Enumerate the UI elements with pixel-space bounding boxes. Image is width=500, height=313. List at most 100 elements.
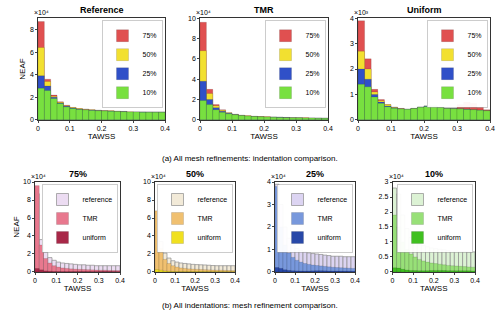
svg-text:10%: 10% [425,169,443,179]
svg-text:TMR: TMR [438,215,453,222]
svg-text:uniform: uniform [438,234,462,241]
svg-text:2: 2 [30,94,34,101]
svg-text:Reference: Reference [80,5,124,15]
svg-text:25%: 25% [306,70,320,77]
svg-text:TMR: TMR [254,5,274,15]
svg-text:10%: 10% [306,89,320,96]
svg-text:0.4: 0.4 [115,277,125,284]
svg-text:0.4: 0.4 [485,125,495,132]
svg-text:0: 0 [273,277,277,284]
svg-text:0: 0 [147,268,151,275]
svg-text:1: 1 [350,91,354,98]
svg-text:75%: 75% [306,32,320,39]
svg-text:4: 4 [27,232,31,239]
svg-text:0.1: 0.1 [408,277,418,284]
svg-text:0.1: 0.1 [227,125,237,132]
svg-text:25%: 25% [306,169,324,179]
svg-text:uniform: uniform [83,234,107,241]
svg-text:50%: 50% [186,169,204,179]
svg-text:2.5: 2.5 [379,193,389,200]
svg-text:6: 6 [192,55,196,62]
svg-text:TMR: TMR [83,215,98,222]
svg-text:×10⁴: ×10⁴ [34,9,49,16]
svg-text:2: 2 [27,250,31,257]
svg-text:3: 3 [384,178,388,185]
svg-text:TAWSS: TAWSS [64,284,92,293]
svg-text:6: 6 [147,214,151,221]
svg-text:0.2: 0.2 [310,277,320,284]
svg-text:(b) All indentations: mesh ref: (b) All indentations: mesh refinement co… [162,301,338,310]
svg-text:0.2: 0.2 [419,125,429,132]
svg-text:50%: 50% [306,51,320,58]
svg-text:0.1: 0.1 [51,277,61,284]
svg-text:8: 8 [192,35,196,42]
svg-text:0.3: 0.3 [291,125,301,132]
svg-text:0: 0 [192,116,196,123]
svg-text:0: 0 [384,268,388,275]
svg-text:TMR: TMR [318,215,333,222]
svg-text:10: 10 [188,15,196,22]
svg-text:8: 8 [30,26,34,33]
svg-text:TAWSS: TAWSS [88,132,116,141]
svg-text:TAWSS: TAWSS [301,284,329,293]
svg-text:0.4: 0.4 [470,277,480,284]
svg-text:10: 10 [143,178,151,185]
svg-text:0.2: 0.2 [259,125,269,132]
svg-text:4: 4 [147,232,151,239]
svg-text:TAWSS: TAWSS [181,284,209,293]
svg-text:0.2: 0.2 [190,277,200,284]
svg-text:0.1: 0.1 [386,125,396,132]
svg-text:0.5: 0.5 [379,253,389,260]
svg-text:×10⁴: ×10⁴ [151,173,166,180]
svg-text:0: 0 [350,116,354,123]
svg-text:4: 4 [267,178,271,185]
svg-text:10%: 10% [143,89,157,96]
svg-text:reference: reference [318,196,348,203]
svg-text:×10⁴: ×10⁴ [31,173,46,180]
svg-text:0.2: 0.2 [429,277,439,284]
svg-text:0.3: 0.3 [452,125,462,132]
svg-text:0.4: 0.4 [323,125,333,132]
svg-text:1: 1 [384,238,388,245]
svg-text:8: 8 [27,196,31,203]
svg-text:4: 4 [192,76,196,83]
svg-text:25%: 25% [143,70,157,77]
svg-text:reference: reference [198,196,228,203]
svg-text:0: 0 [267,268,271,275]
svg-text:(a) All mesh refinements: inde: (a) All mesh refinements: indentation co… [162,154,338,163]
svg-text:Uniform: Uniform [407,5,442,15]
svg-text:TAWSS: TAWSS [410,132,438,141]
svg-text:0.4: 0.4 [160,125,170,132]
svg-text:0.3: 0.3 [210,277,220,284]
svg-text:75%: 75% [143,32,157,39]
svg-text:0: 0 [27,268,31,275]
svg-text:0.1: 0.1 [170,277,180,284]
svg-text:75%: 75% [69,169,87,179]
svg-text:0.2: 0.2 [73,277,83,284]
svg-text:50%: 50% [143,51,157,58]
svg-text:NEAF: NEAF [18,58,27,79]
svg-text:10: 10 [23,178,31,185]
svg-text:TMR: TMR [198,215,213,222]
svg-text:uniform: uniform [318,234,342,241]
svg-text:0: 0 [356,125,360,132]
svg-text:0.4: 0.4 [350,277,360,284]
svg-text:TAWSS: TAWSS [250,132,278,141]
svg-text:0: 0 [33,277,37,284]
svg-text:2: 2 [384,208,388,215]
svg-text:2: 2 [267,223,271,230]
svg-text:0.1: 0.1 [290,277,300,284]
svg-text:0: 0 [36,125,40,132]
svg-text:0.3: 0.3 [330,277,340,284]
svg-text:0: 0 [198,125,202,132]
svg-text:10%: 10% [468,89,482,96]
svg-text:4: 4 [30,71,34,78]
svg-text:3: 3 [267,201,271,208]
svg-text:6: 6 [30,49,34,56]
svg-text:0.3: 0.3 [128,125,138,132]
svg-text:0: 0 [153,277,157,284]
svg-text:0.3: 0.3 [94,277,104,284]
svg-text:75%: 75% [468,32,482,39]
svg-text:2: 2 [147,250,151,257]
svg-text:reference: reference [438,196,468,203]
